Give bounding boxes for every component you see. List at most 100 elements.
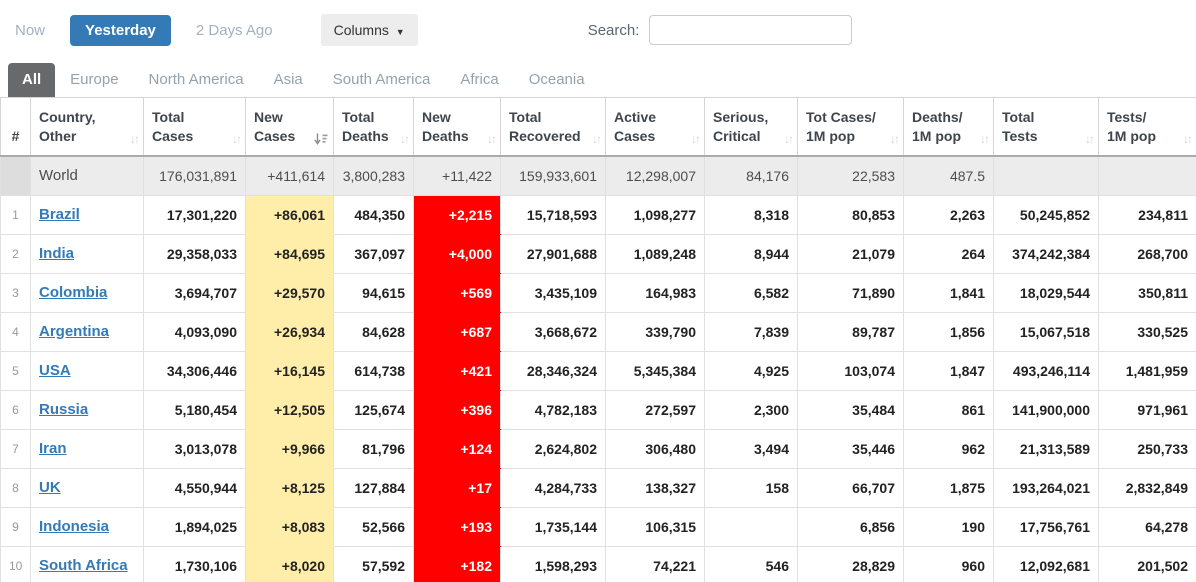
cell-deaths-per-1m: 1,847	[903, 351, 994, 391]
cell-active-cases: 1,098,277	[605, 195, 705, 235]
country-link[interactable]: Russia	[39, 400, 89, 418]
search-label: Search:	[587, 21, 640, 39]
columns-dropdown-button[interactable]: Columns ▼	[320, 14, 418, 46]
table-row: 3 Colombia 3,694,707 +29,570 94,615 +569 3,435…	[0, 273, 1196, 313]
cell-active-cases: 306,480	[605, 429, 705, 469]
cell-active-cases: 339,790	[605, 312, 705, 352]
cell-total-recovered: 159,933,601	[500, 155, 606, 196]
cell-total-tests: 15,067,518	[993, 312, 1099, 352]
column-header-new-deaths[interactable]: New Deaths ↓↑	[413, 97, 501, 157]
column-header-new-cases[interactable]: New Cases	[245, 97, 334, 157]
country-link[interactable]: Iran	[39, 439, 67, 457]
cell-total-deaths: 3,800,283	[333, 155, 414, 196]
column-header-total-tests[interactable]: Total Tests ↓↑	[993, 97, 1099, 157]
cell-total-recovered: 15,718,593	[500, 195, 606, 235]
table-header-row: # Country, Other ↓↑ Total Cases ↓↑ New Cases Tota…	[0, 97, 1196, 157]
cell-total-cases: 4,550,944	[143, 468, 246, 508]
sort-both-icon: ↓↑	[1183, 131, 1193, 146]
cell-active-cases: 272,597	[605, 390, 705, 430]
toolbar: Now Yesterday 2 Days Ago Columns ▼ Searc…	[0, 0, 1196, 60]
cell-country: South Africa	[30, 546, 144, 582]
column-header-tests-per-1m[interactable]: Tests/1M pop ↓↑	[1098, 97, 1196, 157]
cell-country: Russia	[30, 390, 144, 430]
cell-total-deaths: 84,628	[333, 312, 414, 352]
row-rank: 1	[0, 195, 31, 235]
table-row: 8 UK 4,550,944 +8,125 127,884 +17 4,284,733 138…	[0, 468, 1196, 508]
cell-tests-per-1m: 1,481,959	[1098, 351, 1196, 391]
cell-tests-per-1m: 268,700	[1098, 234, 1196, 274]
tab-oceania[interactable]: Oceania	[528, 71, 585, 88]
cell-new-deaths: +182	[413, 546, 501, 582]
sort-both-icon: ↓↑	[232, 131, 242, 146]
cell-new-cases: +16,145	[245, 351, 334, 391]
cell-new-cases: +8,083	[245, 507, 334, 547]
column-header-active-cases[interactable]: Active Cases ↓↑	[605, 97, 705, 157]
tab-north-america[interactable]: North America	[148, 71, 244, 88]
column-header-cases-per-1m[interactable]: Tot Cases/1M pop ↓↑	[797, 97, 904, 157]
cell-total-deaths: 614,738	[333, 351, 414, 391]
sort-both-icon: ↓↑	[592, 131, 602, 146]
cell-total-recovered: 27,901,688	[500, 234, 606, 274]
table-row: 2 India 29,358,033 +84,695 367,097 +4,000 27,9…	[0, 234, 1196, 274]
cell-serious-critical: 6,582	[704, 273, 798, 313]
cell-tests-per-1m: 350,811	[1098, 273, 1196, 313]
country-link[interactable]: Colombia	[39, 283, 108, 301]
cell-serious-critical: 8,944	[704, 234, 798, 274]
column-header-total-deaths[interactable]: Total Deaths ↓↑	[333, 97, 414, 157]
cell-total-cases: 1,894,025	[143, 507, 246, 547]
cell-total-recovered: 1,598,293	[500, 546, 606, 582]
country-link[interactable]: India	[39, 244, 75, 262]
tab-africa[interactable]: Africa	[460, 71, 499, 88]
cell-total-tests: 17,756,761	[993, 507, 1099, 547]
sort-both-icon: ↓↑	[691, 131, 701, 146]
cell-serious-critical: 4,925	[704, 351, 798, 391]
continent-tabs: All Europe North America Asia South America A…	[0, 60, 1196, 97]
two-days-ago-button[interactable]: 2 Days Ago	[195, 21, 273, 39]
cell-new-cases: +12,505	[245, 390, 334, 430]
column-header-rank[interactable]: #	[0, 97, 31, 157]
column-header-total-recovered[interactable]: Total Recovered ↓↑	[500, 97, 606, 157]
country-link[interactable]: Brazil	[39, 205, 80, 223]
cell-total-tests: 12,092,681	[993, 546, 1099, 582]
cell-total-tests	[993, 155, 1099, 196]
cell-active-cases: 106,315	[605, 507, 705, 547]
cell-new-deaths: +421	[413, 351, 501, 391]
sort-both-icon: ↓↑	[130, 131, 140, 146]
column-header-total-cases[interactable]: Total Cases ↓↑	[143, 97, 246, 157]
column-header-country[interactable]: Country, Other ↓↑	[30, 97, 144, 157]
cell-total-cases: 34,306,446	[143, 351, 246, 391]
tab-all[interactable]: All	[8, 63, 56, 97]
tab-europe[interactable]: Europe	[70, 71, 119, 88]
cell-new-deaths: +193	[413, 507, 501, 547]
cell-total-tests: 18,029,544	[993, 273, 1099, 313]
country-link[interactable]: Argentina	[39, 322, 110, 340]
tab-asia[interactable]: Asia	[273, 71, 303, 88]
column-header-serious-critical[interactable]: Serious, Critical ↓↑	[704, 97, 798, 157]
cell-total-cases: 29,358,033	[143, 234, 246, 274]
cell-deaths-per-1m: 962	[903, 429, 994, 469]
cell-new-deaths: +11,422	[413, 155, 501, 196]
yesterday-button[interactable]: Yesterday	[70, 14, 171, 46]
cell-deaths-per-1m: 1,841	[903, 273, 994, 313]
columns-label: Columns	[333, 22, 389, 38]
cell-tests-per-1m: 971,961	[1098, 390, 1196, 430]
cell-deaths-per-1m: 1,856	[903, 312, 994, 352]
country-link[interactable]: South Africa	[39, 556, 128, 574]
cell-serious-critical: 84,176	[704, 155, 798, 196]
country-link[interactable]: Indonesia	[39, 517, 110, 535]
cell-serious-critical: 3,494	[704, 429, 798, 469]
country-link[interactable]: USA	[39, 361, 71, 379]
search-input[interactable]	[649, 15, 853, 45]
tab-south-america[interactable]: South America	[332, 71, 431, 88]
now-button[interactable]: Now	[15, 21, 46, 39]
cell-tests-per-1m	[1098, 155, 1196, 196]
cell-new-cases: +8,020	[245, 546, 334, 582]
country-link[interactable]: UK	[39, 478, 61, 496]
column-header-deaths-per-1m[interactable]: Deaths/1M pop ↓↑	[903, 97, 994, 157]
row-rank: 9	[0, 507, 31, 547]
cell-cases-per-1m: 35,446	[797, 429, 904, 469]
cell-new-deaths: +687	[413, 312, 501, 352]
table-row: 7 Iran 3,013,078 +9,966 81,796 +124 2,624,802 3…	[0, 429, 1196, 469]
table-row: 6 Russia 5,180,454 +12,505 125,674 +396 4,782,…	[0, 390, 1196, 430]
cell-total-cases: 5,180,454	[143, 390, 246, 430]
